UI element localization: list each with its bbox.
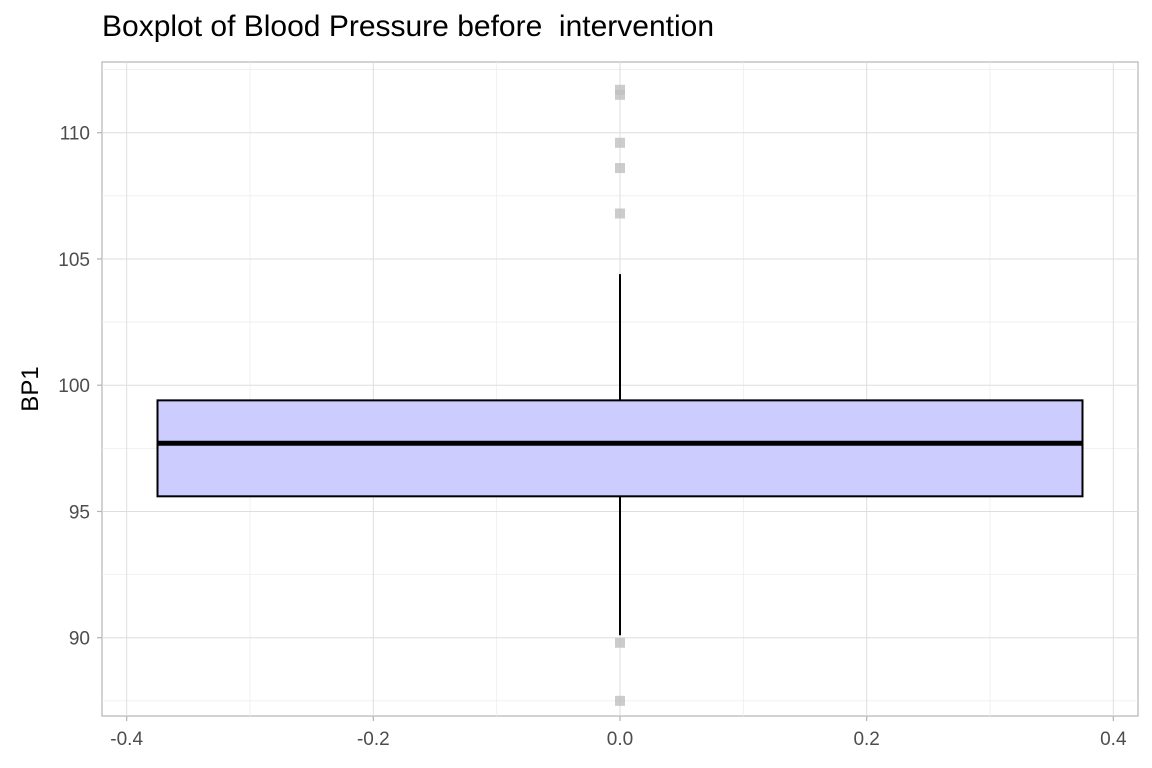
outlier-layer <box>615 84 625 706</box>
box-iqr <box>156 399 1084 498</box>
y-tick-label: 110 <box>60 124 90 145</box>
outlier-point <box>615 637 625 648</box>
x-tick-label: -0.4 <box>110 729 143 750</box>
y-axis: 90 95 100 105 110 <box>58 124 102 650</box>
y-axis-title: BP1 <box>17 366 44 411</box>
y-tick-label: 100 <box>58 376 90 397</box>
outlier-point <box>615 163 625 174</box>
y-tick-label: 95 <box>69 502 90 523</box>
x-axis: -0.4 -0.2 0.0 0.2 0.4 <box>110 716 1127 750</box>
x-tick-label: -0.2 <box>357 729 390 750</box>
x-tick-label: 0.4 <box>1100 729 1127 750</box>
y-tick-label: 105 <box>58 250 90 271</box>
chart-title: Boxplot of Blood Pressure before interve… <box>102 10 715 43</box>
box-layer <box>156 274 1084 636</box>
outlier-point <box>615 89 625 100</box>
x-tick-label: 0.0 <box>607 729 633 750</box>
y-tick-label: 90 <box>69 629 90 650</box>
outlier-point <box>615 208 625 219</box>
outlier-point <box>615 84 625 95</box>
x-tick-label: 0.2 <box>853 729 879 750</box>
outlier-point <box>615 695 625 706</box>
outlier-point <box>615 137 625 148</box>
